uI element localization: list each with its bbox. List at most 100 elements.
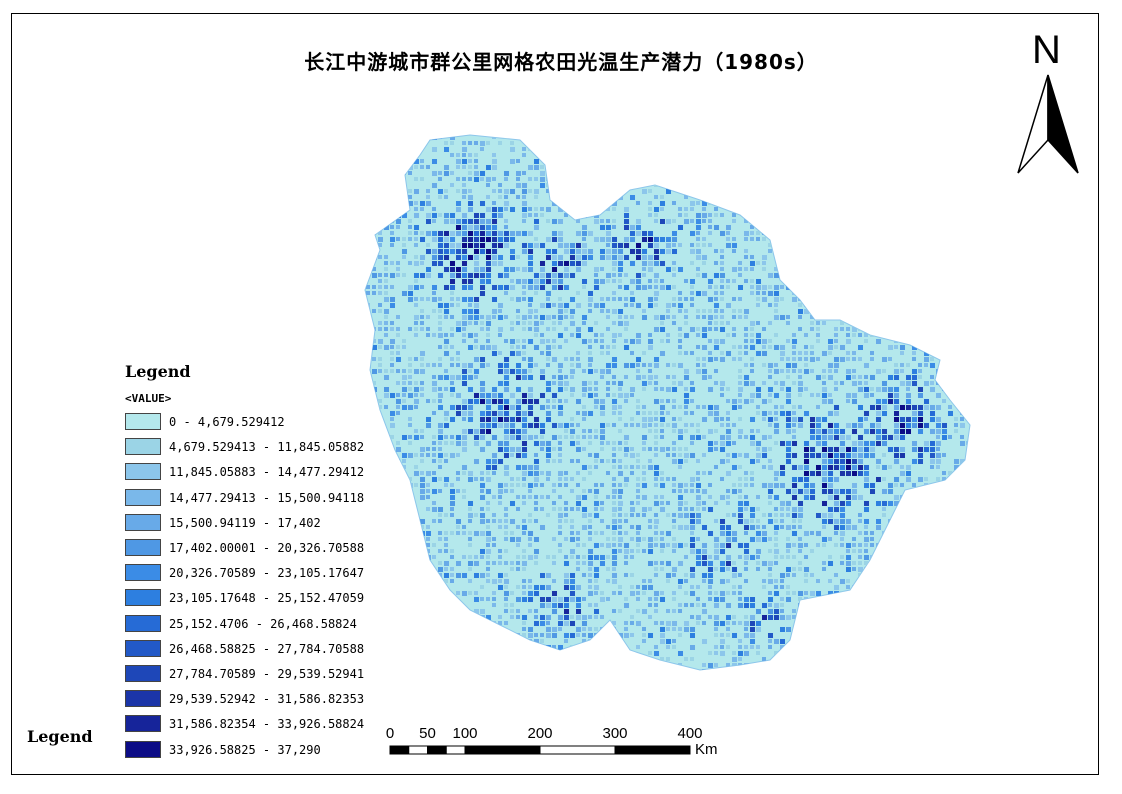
raster-cell: [954, 645, 959, 650]
raster-cell: [972, 543, 976, 547]
raster-cell: [798, 501, 803, 506]
raster-cell: [960, 585, 964, 589]
raster-cell: [432, 285, 437, 290]
raster-cell: [678, 333, 682, 337]
raster-cell: [900, 483, 904, 487]
raster-cell: [966, 351, 970, 356]
raster-cell: [510, 591, 514, 595]
raster-cell: [414, 141, 418, 145]
raster-cell: [492, 201, 496, 205]
raster-cell: [918, 495, 922, 499]
raster-cell: [972, 507, 977, 512]
raster-cell: [912, 621, 917, 626]
raster-cell: [942, 369, 947, 374]
raster-cell: [678, 609, 682, 613]
raster-cell: [762, 411, 767, 416]
raster-cell: [822, 519, 827, 524]
raster-cell: [582, 231, 587, 236]
raster-cell: [462, 555, 466, 559]
raster-cell: [498, 651, 502, 655]
raster-cell: [612, 543, 616, 547]
raster-cell: [612, 333, 617, 338]
raster-cell: [546, 621, 550, 625]
raster-cell: [408, 591, 413, 596]
raster-cell: [774, 585, 778, 589]
raster-cell: [726, 459, 730, 463]
raster-cell: [786, 375, 790, 379]
raster-cell: [804, 387, 808, 391]
raster-cell: [858, 591, 862, 595]
raster-cell: [408, 393, 413, 398]
raster-cell: [906, 399, 911, 404]
raster-cell: [954, 177, 958, 181]
raster-cell: [480, 291, 485, 296]
raster-cell: [486, 165, 491, 170]
raster-cell: [942, 351, 947, 356]
raster-cell: [738, 417, 742, 421]
raster-cell: [492, 207, 497, 212]
raster-cell: [684, 507, 688, 511]
raster-cell: [798, 183, 802, 187]
raster-cell: [372, 357, 376, 361]
raster-cell: [552, 273, 557, 278]
raster-cell: [690, 645, 695, 650]
raster-cell: [684, 213, 688, 217]
raster-cell: [588, 393, 593, 398]
raster-cell: [570, 435, 574, 439]
raster-cell: [702, 609, 707, 614]
raster-cell: [552, 315, 556, 319]
raster-cell: [936, 447, 940, 451]
raster-cell: [720, 519, 725, 524]
raster-cell: [438, 567, 443, 572]
raster-cell: [540, 369, 545, 374]
raster-cell: [864, 417, 868, 421]
raster-cell: [384, 315, 388, 319]
raster-cell: [396, 369, 400, 373]
raster-cell: [450, 345, 454, 349]
raster-cell: [900, 369, 904, 373]
raster-cell: [366, 315, 370, 319]
raster-cell: [768, 501, 772, 505]
raster-cell: [582, 621, 587, 626]
raster-cell: [534, 615, 538, 619]
raster-cell: [414, 561, 418, 565]
raster-cell: [936, 459, 941, 464]
raster-cell: [726, 471, 731, 476]
raster-cell: [474, 321, 478, 325]
raster-cell: [528, 309, 533, 314]
raster-cell: [780, 213, 784, 217]
raster-cell: [798, 393, 802, 397]
raster-cell: [474, 315, 479, 320]
raster-cell: [822, 315, 826, 319]
raster-cell: [780, 513, 784, 517]
raster-cell: [594, 567, 599, 572]
raster-cell: [936, 249, 940, 253]
raster-cell: [756, 609, 761, 614]
raster-cell: [792, 507, 797, 512]
raster-cell: [396, 447, 401, 452]
raster-cell: [498, 627, 502, 631]
raster-cell: [786, 453, 791, 458]
raster-cell: [678, 459, 683, 464]
raster-cell: [414, 603, 418, 607]
raster-cell: [954, 273, 959, 278]
raster-cell: [570, 429, 575, 434]
raster-cell: [918, 387, 923, 392]
raster-cell: [408, 435, 412, 439]
raster-cell: [678, 447, 682, 451]
raster-cell: [876, 201, 880, 205]
raster-cell: [744, 567, 748, 571]
raster-cell: [450, 315, 454, 319]
raster-cell: [720, 651, 725, 656]
raster-cell: [894, 639, 898, 643]
raster-cell: [396, 561, 400, 565]
raster-cell: [792, 267, 796, 271]
raster-cell: [732, 333, 736, 337]
raster-cell: [396, 555, 401, 560]
raster-cell: [720, 531, 725, 536]
raster-cell: [516, 615, 520, 619]
raster-cell: [504, 537, 508, 541]
raster-cell: [930, 231, 935, 236]
raster-cell: [768, 591, 772, 595]
raster-cell: [366, 633, 371, 638]
